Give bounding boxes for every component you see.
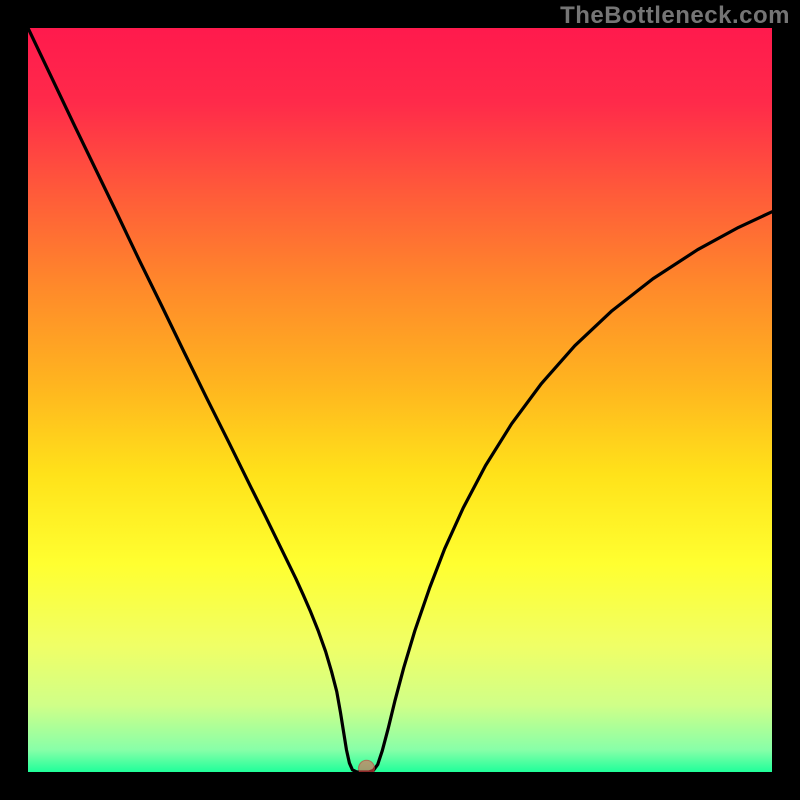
plot-svg [28,28,772,772]
optimal-point-marker [359,760,375,772]
plot-background [28,28,772,772]
watermark-text: TheBottleneck.com [560,2,790,30]
plot-area [28,28,772,772]
chart-root: TheBottleneck.com [0,0,800,800]
